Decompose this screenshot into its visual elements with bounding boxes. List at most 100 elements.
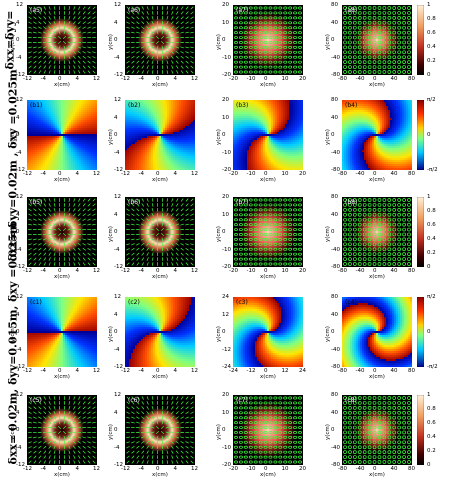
y-tick-label: 12	[114, 392, 121, 398]
y-tick-label: 10	[222, 212, 229, 218]
colorbar-tick-label: 1	[427, 392, 431, 398]
y-tick-label: 0	[114, 37, 118, 43]
y-tick-label: 4	[16, 410, 20, 416]
panel-label: (b6)	[128, 199, 140, 206]
x-tick-label: -12	[247, 368, 256, 374]
colorbar-tick-label: 0	[427, 462, 431, 468]
x-tick-label: 80	[408, 368, 415, 374]
x-tick-label: 4	[76, 368, 80, 374]
y-tick-label: 40	[331, 312, 338, 318]
panel-image	[125, 197, 195, 267]
panel-label: (c1)	[30, 299, 42, 306]
y-axis-label: y(cm)	[216, 129, 222, 145]
panel-c3: (c3)	[233, 297, 303, 367]
y-axis-label: y(cm)	[108, 129, 114, 145]
x-tick-label: -4	[139, 268, 144, 274]
x-tick-label: 40	[391, 368, 398, 374]
x-tick-label: -80	[338, 76, 347, 82]
y-tick-label: 40	[331, 20, 338, 26]
panel-image	[27, 297, 97, 367]
y-tick-label: -4	[16, 445, 21, 451]
panel-c2: (c2)	[125, 297, 195, 367]
panel-label: (b3)	[236, 102, 248, 109]
x-tick-label: -40	[356, 268, 365, 274]
x-axis-label: x(cm)	[369, 472, 385, 478]
y-axis-label: y(cm)	[108, 34, 114, 50]
colorbar-tick-label: 0.4	[427, 434, 436, 440]
panel-c6: (c6)	[125, 395, 195, 465]
x-tick-label: 20	[299, 466, 306, 472]
y-tick-label: 80	[331, 194, 338, 200]
x-tick-label: 10	[282, 76, 289, 82]
panel-image	[27, 395, 97, 465]
y-tick-label: 4	[16, 20, 20, 26]
x-axis-label: x(cm)	[152, 177, 168, 183]
x-axis-label: x(cm)	[369, 82, 385, 88]
y-tick-label: 12	[114, 97, 121, 103]
panel-label: (c4)	[345, 299, 357, 306]
colorbar-tick-label: 0.6	[427, 420, 436, 426]
colorbar-tick-label: 0.8	[427, 208, 436, 214]
x-tick-label: -12	[23, 171, 32, 177]
panel-b5: (b5)	[27, 197, 97, 267]
x-tick-label: -40	[356, 368, 365, 374]
panel-label: (c2)	[128, 299, 140, 306]
y-tick-label: -4	[16, 55, 21, 61]
panel-b2: (b2)	[125, 100, 195, 170]
y-tick-label: -4	[114, 247, 119, 253]
x-tick-label: 4	[174, 171, 178, 177]
y-axis-label: y(cm)	[325, 226, 331, 242]
x-tick-label: -12	[23, 76, 32, 82]
x-tick-label: -20	[229, 466, 238, 472]
y-axis-label: y(cm)	[10, 226, 16, 242]
y-tick-label: 12	[16, 294, 23, 300]
panel-label: (a8)	[345, 7, 357, 14]
x-tick-label: 4	[174, 268, 178, 274]
panel-label: (c3)	[236, 299, 248, 306]
x-tick-label: 20	[299, 268, 306, 274]
y-tick-label: 0	[222, 427, 226, 433]
y-tick-label: 12	[16, 2, 23, 8]
x-tick-label: 12	[93, 171, 100, 177]
y-tick-label: -10	[222, 445, 231, 451]
y-tick-label: 0	[331, 427, 335, 433]
colorbar-tick-label: -π/2	[427, 364, 438, 370]
y-tick-label: -10	[222, 247, 231, 253]
y-tick-label: 12	[16, 392, 23, 398]
panel-a6: (a6)	[125, 5, 195, 75]
y-tick-label: 0	[16, 132, 20, 138]
panel-label: (b7)	[236, 199, 248, 206]
panel-label: (c5)	[30, 397, 42, 404]
y-axis-label: y(cm)	[216, 424, 222, 440]
x-tick-label: 20	[299, 76, 306, 82]
x-tick-label: 12	[191, 466, 198, 472]
y-tick-label: -10	[222, 150, 231, 156]
panel-image	[27, 5, 97, 75]
y-axis-label: y(cm)	[10, 34, 16, 50]
x-tick-label: -4	[41, 171, 46, 177]
x-tick-label: 12	[191, 171, 198, 177]
y-tick-label: 0	[222, 229, 226, 235]
y-tick-label: 20	[222, 2, 229, 8]
panel-image	[233, 100, 303, 170]
y-tick-label: 4	[114, 20, 118, 26]
x-tick-label: -4	[41, 268, 46, 274]
x-tick-label: -20	[229, 268, 238, 274]
panel-b1: (b1)	[27, 100, 97, 170]
x-tick-label: 12	[93, 76, 100, 82]
x-tick-label: 4	[76, 268, 80, 274]
x-tick-label: 80	[408, 268, 415, 274]
y-tick-label: 12	[114, 294, 121, 300]
colorbar-tick-label: 0.4	[427, 44, 436, 50]
y-tick-label: 80	[331, 97, 338, 103]
panel-image	[233, 395, 303, 465]
y-tick-label: 0	[222, 329, 226, 335]
x-axis-label: x(cm)	[152, 472, 168, 478]
y-tick-label: 80	[331, 392, 338, 398]
panel-label: (b8)	[345, 199, 357, 206]
x-tick-label: 12	[191, 76, 198, 82]
panel-image	[233, 197, 303, 267]
y-tick-label: 4	[16, 212, 20, 218]
x-tick-label: -4	[139, 171, 144, 177]
x-axis-label: x(cm)	[54, 472, 70, 478]
